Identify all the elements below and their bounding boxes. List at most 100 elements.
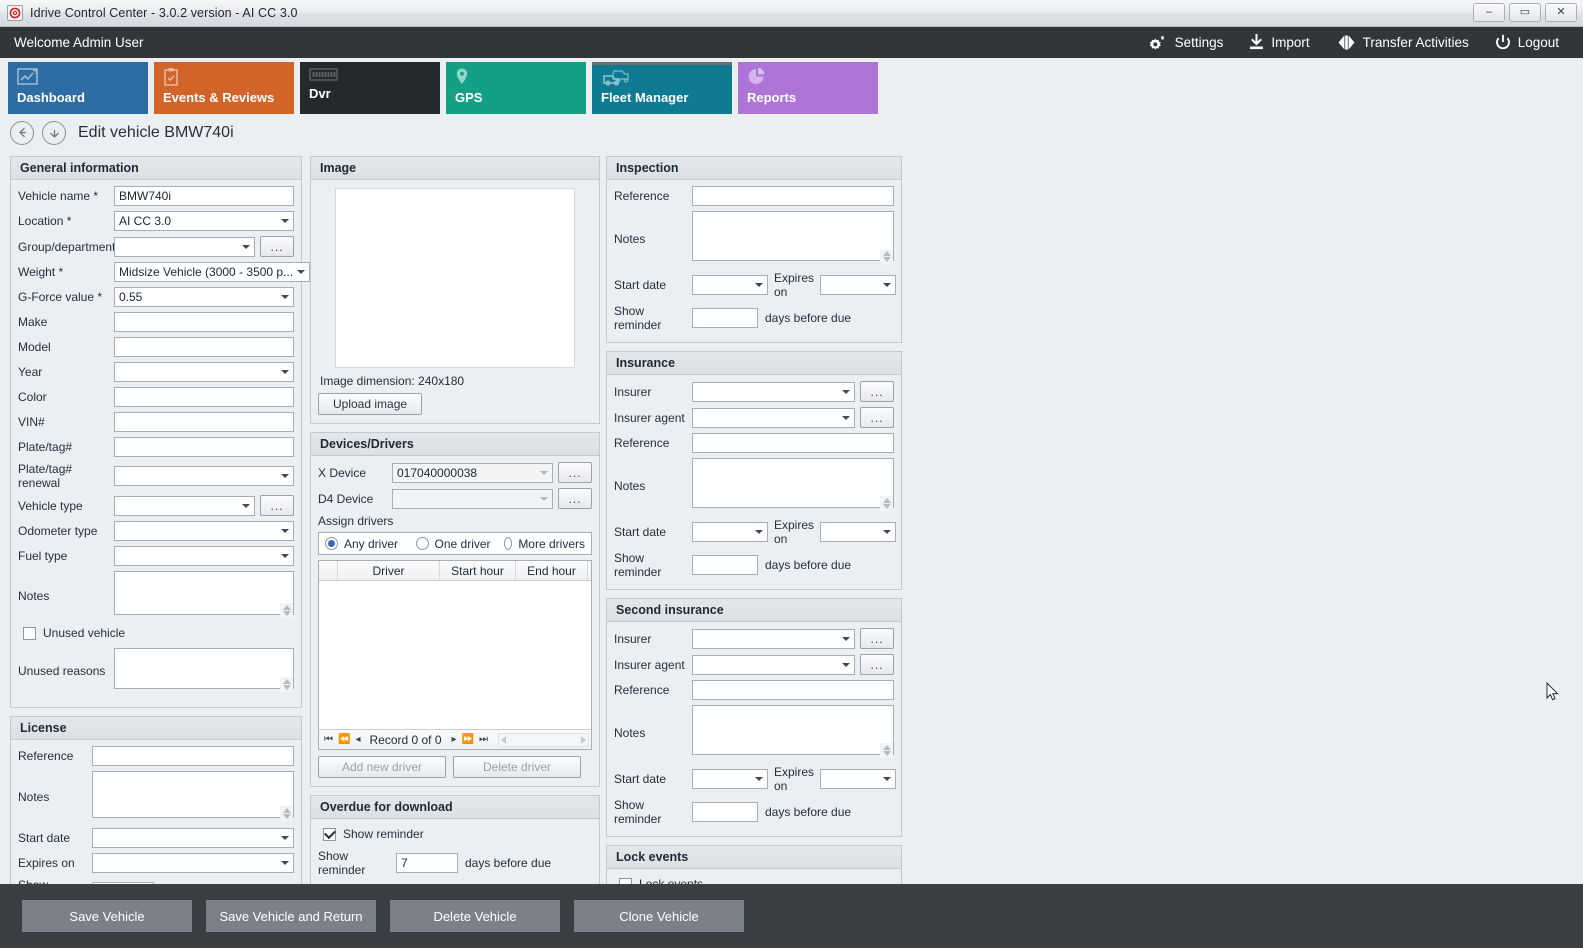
insurance-reference-input[interactable] [692, 433, 894, 453]
second-insurance-notes-textarea[interactable] [692, 705, 894, 755]
x-device-combo[interactable]: 017040000038 [392, 462, 553, 483]
inspection-start-date-combo[interactable] [692, 275, 768, 295]
license-start-date-combo[interactable] [92, 828, 294, 848]
save-vehicle-button[interactable]: Save Vehicle [22, 900, 192, 932]
delete-driver-button[interactable]: Delete driver [453, 756, 581, 778]
group-department-combo[interactable] [114, 236, 255, 257]
nav-prev-button[interactable]: ◂ [355, 734, 360, 745]
drivers-grid-hscrollbar[interactable] [498, 732, 589, 747]
drivers-grid-body[interactable] [319, 581, 591, 729]
column-right: Inspection Reference Notes Start date Ex… [606, 156, 902, 948]
second-insurance-reminder-input[interactable] [692, 802, 758, 822]
insurance-start-date-combo[interactable] [692, 522, 768, 542]
license-notes-textarea[interactable] [92, 771, 294, 818]
overdue-reminder-suffix: days before due [465, 856, 552, 870]
radio-any-driver-indicator[interactable] [325, 537, 338, 550]
vin-input[interactable] [114, 412, 294, 432]
insurance-agent-combo[interactable] [692, 407, 855, 428]
radio-more-drivers[interactable]: More drivers [504, 537, 585, 551]
x-device-browse-button[interactable]: ... [558, 462, 592, 483]
second-insurance-insurer-combo[interactable] [692, 628, 855, 649]
unused-vehicle-checkbox[interactable] [23, 626, 36, 640]
d4-device-browse-button[interactable]: ... [558, 488, 592, 509]
notes-textarea[interactable] [114, 571, 294, 615]
model-input[interactable] [114, 337, 294, 357]
arrow-left-circle-icon[interactable] [10, 120, 34, 145]
radio-more-drivers-indicator[interactable] [504, 537, 513, 550]
minimize-button[interactable]: – [1473, 3, 1505, 22]
delete-vehicle-button[interactable]: Delete Vehicle [390, 900, 560, 932]
insurance-agent-browse-button[interactable]: ... [860, 407, 894, 428]
drivers-col-end-hour[interactable]: End hour [516, 561, 588, 580]
drivers-col-start-hour[interactable]: Start hour [440, 561, 516, 580]
transfer-activities-button[interactable]: Transfer Activities [1336, 34, 1469, 51]
second-insurance-start-date-combo[interactable] [692, 769, 768, 789]
save-vehicle-and-return-button[interactable]: Save Vehicle and Return [206, 900, 376, 932]
d4-device-combo[interactable] [392, 488, 553, 509]
import-button[interactable]: Import [1249, 34, 1310, 51]
second-insurance-field-reminder: Show reminder days before due [614, 798, 894, 826]
plate-renewal-combo[interactable] [114, 466, 294, 486]
radio-one-driver[interactable]: One driver [415, 537, 505, 551]
tab-gps[interactable]: GPS [446, 62, 586, 114]
inspection-notes-textarea[interactable] [692, 211, 894, 261]
tab-dashboard[interactable]: Dashboard [8, 62, 148, 114]
second-insurance-agent-browse-button[interactable]: ... [860, 654, 894, 675]
tab-dvr[interactable]: Dvr [300, 62, 440, 114]
arrow-down-circle-icon[interactable] [42, 120, 66, 145]
location-combo[interactable]: AI CC 3.0 [114, 211, 294, 231]
tab-events-reviews[interactable]: Events & Reviews [154, 62, 294, 114]
plate-tag-input[interactable] [114, 437, 294, 457]
plate-renewal-label: Plate/tag# renewal [18, 462, 73, 490]
second-insurance-reference-input[interactable] [692, 680, 894, 700]
odometer-type-combo[interactable] [114, 521, 294, 541]
drivers-actions: Add new driver Delete driver [318, 756, 592, 778]
upload-image-button[interactable]: Upload image [318, 393, 423, 415]
nav-last-button[interactable]: ⏭ [479, 734, 488, 745]
overdue-reminder-input[interactable] [396, 853, 458, 873]
vehicle-type-combo[interactable] [114, 495, 255, 516]
insurance-insurer-browse-button[interactable]: ... [860, 381, 894, 402]
field-unused-reasons: Unused reasons [18, 648, 294, 694]
nav-next-page-button[interactable]: ⏩ [461, 734, 474, 745]
fuel-type-combo[interactable] [114, 546, 294, 566]
clone-vehicle-button[interactable]: Clone Vehicle [574, 900, 744, 932]
insurance-reminder-input[interactable] [692, 555, 758, 575]
insurance-notes-textarea[interactable] [692, 458, 894, 508]
inspection-expires-on-combo[interactable] [820, 275, 897, 295]
vehicle-type-browse-button[interactable]: ... [260, 495, 294, 516]
maximize-button[interactable]: ▭ [1509, 3, 1541, 22]
insurance-insurer-combo[interactable] [692, 381, 855, 402]
nav-prev-page-button[interactable]: ⏪ [338, 734, 350, 745]
settings-button[interactable]: Settings [1148, 34, 1223, 51]
group-department-browse-button[interactable]: ... [260, 236, 294, 257]
nav-next-button[interactable]: ▸ [451, 734, 457, 745]
radio-any-driver[interactable]: Any driver [325, 537, 416, 551]
inspection-reminder-input[interactable] [692, 308, 758, 328]
license-reference-input[interactable] [92, 746, 294, 766]
overdue-show-reminder-checkbox[interactable] [323, 827, 336, 841]
tab-fleet-manager[interactable]: Fleet Manager [592, 62, 732, 114]
make-input[interactable] [114, 312, 294, 332]
color-input[interactable] [114, 387, 294, 407]
radio-one-driver-indicator[interactable] [415, 537, 429, 550]
close-button[interactable]: ✕ [1545, 3, 1577, 22]
gforce-combo[interactable]: 0.55 [114, 287, 294, 307]
logout-button[interactable]: Logout [1495, 34, 1559, 51]
weight-label: Weight * [18, 265, 64, 279]
second-insurance-expires-on-combo[interactable] [820, 769, 897, 789]
second-insurance-agent-combo[interactable] [692, 654, 855, 675]
add-new-driver-button[interactable]: Add new driver [318, 756, 446, 778]
insurance-expires-on-combo[interactable] [820, 522, 897, 542]
vin-label: VIN# [18, 415, 45, 429]
nav-first-button[interactable]: ⏮ [324, 734, 333, 745]
inspection-reference-input[interactable] [692, 186, 894, 206]
weight-combo[interactable]: Midsize Vehicle (3000 - 3500 p... [114, 262, 311, 282]
second-insurance-insurer-browse-button[interactable]: ... [860, 628, 894, 649]
drivers-col-driver[interactable]: Driver [338, 561, 440, 580]
tab-reports[interactable]: Reports [738, 62, 878, 114]
unused-reasons-textarea[interactable] [114, 648, 294, 689]
vehicle-name-input[interactable] [114, 186, 294, 206]
year-combo[interactable] [114, 362, 294, 382]
license-expires-on-combo[interactable] [92, 853, 294, 873]
